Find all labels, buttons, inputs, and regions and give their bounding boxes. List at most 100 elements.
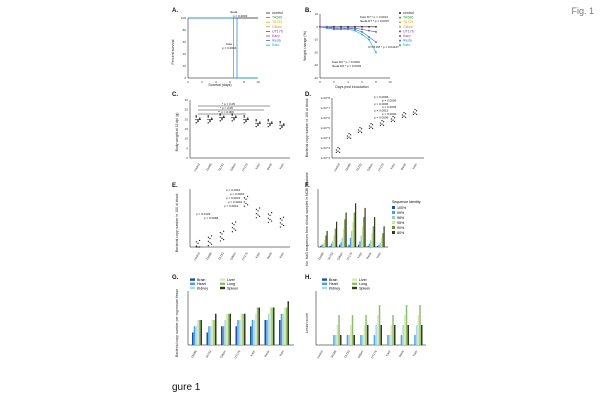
panel-d-dot — [404, 113, 407, 115]
panel-h-bar — [400, 335, 403, 345]
panel-e-dot — [234, 221, 237, 223]
panel-e-annotation: p = 0.0001 — [224, 204, 239, 208]
panel-d-dot — [371, 127, 374, 130]
panel-g-bar — [215, 313, 217, 345]
panel-b-legend-swatch — [399, 25, 401, 28]
panel-d-dot — [379, 122, 382, 124]
panel-c-dot — [243, 122, 245, 124]
panel-h-bar — [378, 305, 381, 345]
panel-e-dot — [255, 212, 258, 215]
panel-e-dot — [245, 202, 247, 205]
panel-f-bar — [359, 241, 361, 247]
panel-h-xlabel: Gillam — [357, 349, 365, 359]
panel-e-chart: Bacterial copy number in 100 ul blood p … — [175, 188, 290, 261]
panel-c-dot — [257, 123, 259, 126]
panel-d-dot — [379, 124, 382, 127]
panel-c-dot — [281, 125, 283, 127]
panel-e-dot — [281, 219, 283, 221]
panel-b-legend-swatch — [399, 35, 401, 37]
panel-e-dot — [279, 218, 282, 220]
panel-e-dot — [257, 210, 259, 212]
panel-a-ann-p1: p = 0.0003 — [233, 14, 248, 18]
panel-g-legend-label: Brain — [197, 278, 205, 282]
panel-b-point — [361, 31, 363, 33]
panel-g-bar — [213, 320, 215, 345]
panel-a-legend-label: Karp — [272, 34, 280, 38]
panel-d-dot — [370, 126, 372, 128]
panel-h-ylabel: Lesion score — [305, 313, 309, 333]
panel-e-dot — [195, 246, 198, 248]
panel-h-bar — [405, 305, 408, 345]
panel-f-bar — [351, 230, 353, 247]
panel-h-legend-swatch — [322, 282, 327, 285]
figure-page: A. B. C. D. E. F. G. H. Percent survival… — [170, 0, 430, 400]
panel-h-legend-swatch — [322, 278, 327, 281]
panel-c-ylabel: Body weight at 12 dpi (g) — [175, 113, 179, 152]
panel-f-bar — [361, 226, 364, 247]
panel-a-ann-kato: Kato — [226, 42, 233, 46]
panel-f-legend-label: 98% — [397, 216, 405, 220]
panel-h-bar — [338, 315, 340, 345]
panel-d-xlabel: Gillam — [366, 162, 374, 172]
panel-d-xlabel: Kato — [411, 162, 418, 170]
panel-e-dot — [246, 204, 249, 206]
panel-b-point — [354, 28, 356, 31]
panel-e-dot — [258, 207, 261, 209]
panel-d-annotation: p = 0.0006 — [374, 95, 389, 99]
panel-h-xlabel: Kato — [412, 349, 419, 357]
panel-c-ytick: 20 — [185, 117, 189, 121]
panel-c-dot — [231, 120, 233, 122]
panel-g-bar — [195, 326, 197, 345]
panel-a-legend-label: UT176 — [272, 29, 283, 33]
panel-f-bar — [320, 245, 322, 247]
panel-d-dot — [393, 117, 396, 119]
panel-g-bar — [206, 332, 208, 345]
panel-e-dot — [222, 230, 225, 232]
panel-c-dot — [279, 122, 281, 124]
panel-d-dot — [349, 137, 352, 140]
panel-f-tag: F. — [305, 183, 310, 189]
panel-d-dot — [403, 111, 405, 114]
panel-a-xtick: 2 — [201, 80, 203, 84]
panel-e-dot — [209, 242, 211, 244]
panel-e-ylabel: Bacterial copy number in 100 ul blood — [175, 194, 179, 253]
panel-b-ann-4: Kato D6 * p = 0.0002 — [332, 60, 360, 64]
panel-f-bar — [378, 244, 380, 247]
panel-c-dot — [231, 114, 233, 116]
panel-g-legend-label: Heart — [197, 282, 206, 286]
panel-c-dot — [195, 116, 197, 118]
panel-f-xlabel: Ikeda — [365, 251, 372, 260]
panel-h-bar — [377, 315, 379, 345]
panel-h-bar — [348, 335, 350, 345]
panel-g-bar — [237, 320, 239, 345]
panel-h-bar — [415, 325, 418, 345]
panel-c-xlabel: Ikeda — [266, 162, 273, 171]
panel-h-bar — [421, 325, 423, 345]
panel-b-point — [347, 27, 349, 29]
panel-d-dot — [338, 148, 341, 150]
panel-f-legend-label: 100% — [397, 206, 407, 210]
panel-f-bar — [333, 235, 335, 247]
panel-e-dot — [255, 217, 258, 219]
panel-d-dot — [412, 111, 415, 113]
panel-a-ytick: 100 — [181, 16, 186, 20]
panel-e-xlabel: Gillam — [229, 251, 237, 261]
panel-h-legend-swatch — [322, 286, 327, 290]
panel-b-legend-label: UT176 — [403, 29, 414, 33]
panel-b-legend-label: Gillam — [403, 25, 413, 29]
panel-d-dot — [357, 129, 360, 131]
panel-d-ytick: 1x10^3 — [320, 146, 330, 150]
panel-e-dot — [270, 220, 273, 222]
panel-a-series-kato — [188, 17, 258, 79]
panel-g-bar — [273, 307, 275, 345]
panel-h-legend-label: Spleen — [359, 286, 370, 290]
panel-e-dot — [219, 231, 222, 234]
panel-d-dot — [414, 112, 416, 114]
panel-c-dot — [271, 121, 273, 123]
panel-b-point — [340, 27, 342, 29]
panel-b-point — [333, 28, 335, 31]
panel-b-point — [354, 29, 356, 32]
panel-d-xlabel: UT176 — [377, 162, 385, 172]
panel-g-bar — [238, 320, 241, 345]
panel-e-dot — [234, 229, 237, 231]
